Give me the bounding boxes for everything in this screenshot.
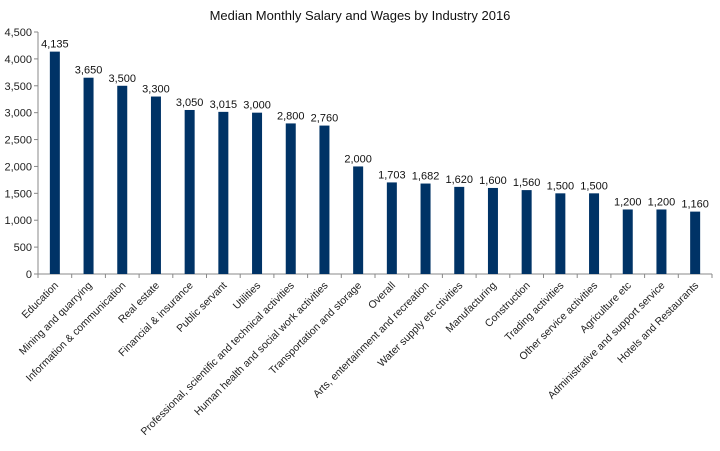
y-tick-label: 2,000 bbox=[4, 161, 32, 173]
data-label: 3,000 bbox=[243, 100, 271, 112]
bar bbox=[184, 109, 195, 274]
bar bbox=[353, 166, 364, 274]
bar bbox=[589, 193, 600, 274]
bar bbox=[49, 51, 60, 274]
data-label: 3,650 bbox=[75, 65, 103, 77]
data-label: 1,620 bbox=[445, 174, 473, 186]
y-tick-label: 2,500 bbox=[4, 135, 32, 147]
bar bbox=[555, 193, 566, 274]
category-label: Utilities bbox=[231, 280, 263, 312]
bar bbox=[690, 211, 701, 274]
y-tick-label: 3,000 bbox=[4, 108, 32, 120]
category-label: Trading activities bbox=[503, 280, 567, 344]
y-tick-label: 1,500 bbox=[4, 188, 32, 200]
data-label: 2,000 bbox=[344, 153, 372, 165]
bar bbox=[319, 125, 330, 274]
bars bbox=[49, 51, 701, 275]
bar bbox=[420, 183, 431, 274]
bar bbox=[150, 96, 161, 275]
bar bbox=[285, 123, 296, 274]
chart-title: Median Monthly Salary and Wages by Indus… bbox=[210, 8, 511, 23]
data-label: 3,500 bbox=[108, 73, 136, 85]
data-label: 1,500 bbox=[580, 180, 608, 192]
y-tick-label: 500 bbox=[14, 242, 32, 254]
bar bbox=[83, 77, 94, 274]
data-label: 3,050 bbox=[176, 97, 204, 109]
data-label: 1,200 bbox=[648, 196, 676, 208]
bar bbox=[218, 111, 229, 274]
bar bbox=[454, 186, 465, 274]
data-label: 4,135 bbox=[41, 39, 69, 51]
data-label: 1,560 bbox=[513, 177, 541, 189]
bar bbox=[117, 85, 128, 275]
data-label: 1,703 bbox=[378, 169, 406, 181]
bar bbox=[622, 209, 633, 274]
bar bbox=[386, 182, 397, 274]
y-tick-label: 3,500 bbox=[4, 81, 32, 93]
y-tick-label: 4,500 bbox=[4, 27, 32, 39]
y-tick-label: 1,000 bbox=[4, 215, 32, 227]
bar bbox=[656, 209, 667, 274]
bar bbox=[487, 187, 498, 274]
data-label: 1,200 bbox=[614, 196, 642, 208]
data-label: 2,760 bbox=[311, 113, 339, 125]
data-label: 2,800 bbox=[277, 110, 305, 122]
data-labels: 4,135 3,650 3,500 3,300 3,050 3,015 3,000 2,800… bbox=[41, 39, 709, 211]
y-tick-label: 0 bbox=[26, 269, 32, 281]
bar bbox=[252, 112, 263, 275]
data-label: 3,015 bbox=[210, 99, 238, 111]
axes: 0 500 1,000 1,500 2,000 2,500 3,000 3,500 4,000 4… bbox=[4, 27, 713, 281]
data-label: 1,600 bbox=[479, 175, 507, 187]
y-tick-label: 4,000 bbox=[4, 54, 32, 66]
data-label: 1,682 bbox=[412, 171, 440, 183]
bar bbox=[521, 190, 532, 274]
data-label: 1,160 bbox=[681, 199, 709, 211]
data-label: 1,500 bbox=[547, 180, 575, 192]
category-label: Overall bbox=[366, 280, 398, 312]
data-label: 3,300 bbox=[142, 84, 170, 96]
